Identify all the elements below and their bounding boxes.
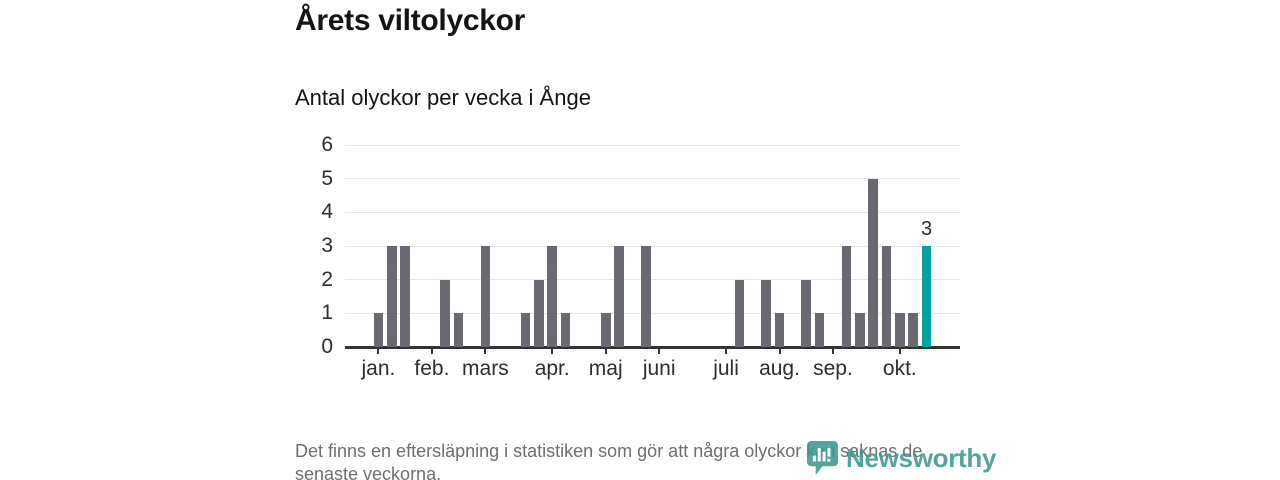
x-axis-tick <box>831 348 834 354</box>
bar-week <box>600 313 611 347</box>
x-axis-tick <box>484 348 487 354</box>
bar-week <box>774 313 785 347</box>
x-axis-tick <box>430 348 433 354</box>
x-axis-tick <box>778 348 781 354</box>
y-axis-tick-label: 4 <box>321 200 333 224</box>
bar-week <box>801 279 812 347</box>
y-axis-tick-label: 0 <box>321 335 333 358</box>
bar-week <box>908 313 918 347</box>
newsworthy-barchart-bubble-icon <box>806 440 839 477</box>
bar-week <box>480 246 491 347</box>
y-axis-tick-label: 1 <box>321 301 333 325</box>
x-axis-month-label: maj <box>588 357 623 380</box>
gridline-y6 <box>345 144 960 146</box>
x-axis-tick <box>725 348 728 354</box>
x-axis-month-label: juni <box>642 357 676 380</box>
x-axis-tick <box>377 348 380 354</box>
gridline-y4 <box>345 211 960 213</box>
bar-week <box>520 313 531 347</box>
x-axis-month-label: apr. <box>534 357 570 380</box>
bar-week <box>400 246 410 347</box>
x-axis-month-label: mars <box>462 357 509 380</box>
x-axis-line <box>345 346 960 349</box>
x-axis-month-label: sep. <box>813 357 853 380</box>
newsworthy-logo: Newsworthy <box>806 440 996 477</box>
x-axis-tick <box>604 348 607 354</box>
bar-week <box>453 313 464 347</box>
bar-week-latest <box>921 246 932 347</box>
bar-week <box>841 246 852 347</box>
bar-week <box>868 178 878 347</box>
y-axis-tick-label: 2 <box>321 267 333 291</box>
gridline-y5 <box>345 178 960 180</box>
footer-note: Det finns en eftersläpning i statistiken… <box>295 441 923 480</box>
bar-week <box>440 279 451 347</box>
bar-week <box>373 313 384 347</box>
bar-week <box>386 246 397 347</box>
y-axis-tick-label: 5 <box>321 166 333 190</box>
latest-bar-value-label: 3 <box>921 218 933 240</box>
gridline-y2 <box>345 279 960 281</box>
bar-week <box>641 246 651 347</box>
x-axis-month-label: juli <box>713 357 739 380</box>
bar-week <box>734 279 745 347</box>
page-title: Årets viltolyckor <box>295 4 525 37</box>
x-axis-month-label: okt. <box>882 357 917 380</box>
gridline-y3 <box>345 245 960 247</box>
chart-subtitle: Antal olyckor per vecka i Ånge <box>295 85 591 110</box>
bar-week <box>614 246 624 347</box>
y-axis-tick-label: 3 <box>321 234 333 257</box>
bar-week <box>854 313 865 347</box>
bar-week <box>814 313 825 347</box>
weekly-bar-chart: 0 1 2 3 4 5 6 3 jan. feb. mars apr. maj juni juli aug. s… <box>321 133 960 380</box>
x-axis-month-label: jan. <box>361 357 396 380</box>
bar-week <box>560 313 571 347</box>
x-axis-tick <box>658 348 661 354</box>
x-axis-month-label: aug. <box>759 357 800 380</box>
gridline-y1 <box>345 312 960 314</box>
x-axis-month-label: feb. <box>414 357 450 380</box>
x-axis-tick <box>898 348 901 354</box>
newsworthy-wordmark: Newsworthy <box>846 443 997 473</box>
bar-week <box>895 313 905 347</box>
bar-week <box>881 246 892 347</box>
bar-week <box>547 246 558 347</box>
x-axis-tick <box>551 348 554 354</box>
y-axis-tick-label: 6 <box>321 133 333 156</box>
bar-week <box>534 279 544 347</box>
bar-week <box>761 279 771 347</box>
